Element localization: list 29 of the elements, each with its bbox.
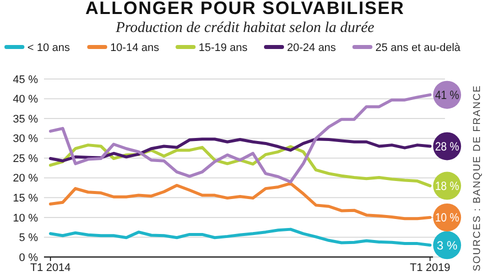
legend-label: < 10 ans bbox=[27, 42, 70, 54]
line-series bbox=[48, 93, 432, 184]
y-tick-label: 40 % bbox=[12, 94, 38, 106]
y-tick-label: 20 % bbox=[12, 172, 38, 185]
legend-label: 10-14 ans bbox=[110, 42, 160, 54]
y-tick-label: 45 % bbox=[12, 74, 38, 86]
legend-label: 25 ans et au-delà bbox=[375, 42, 462, 54]
y-tick-label: 35 % bbox=[12, 113, 38, 126]
line-series bbox=[48, 182, 432, 220]
data-label: 10 % bbox=[435, 210, 462, 225]
y-tick-label: 15 % bbox=[12, 192, 38, 205]
chart-subtitle: Production de crédit habitat selon la durée bbox=[114, 20, 375, 36]
y-tick-label: 30 % bbox=[12, 133, 38, 146]
line-series bbox=[48, 228, 432, 247]
legend-label: 15-19 ans bbox=[198, 42, 248, 54]
line-series bbox=[48, 138, 432, 162]
data-label: 3 % bbox=[436, 238, 458, 252]
x-tick-label: T1 2014 bbox=[30, 262, 71, 274]
data-label: 18 % bbox=[435, 179, 462, 193]
data-label: 41 % bbox=[435, 88, 462, 102]
x-tick-label: T1 2019 bbox=[410, 262, 450, 274]
y-tick-label: 5 % bbox=[19, 232, 38, 244]
y-tick-label: 10 % bbox=[12, 212, 38, 224]
y-tick-label: 0 % bbox=[19, 252, 38, 264]
source-note: SOURCES : BANQUE DE FRANCE bbox=[472, 84, 483, 272]
legend-label: 20-24 ans bbox=[287, 42, 336, 54]
chart-title: ALLONGER POUR SOLVABILISER bbox=[85, 0, 405, 18]
y-tick-label: 25 % bbox=[12, 152, 38, 165]
data-label: 28 % bbox=[435, 139, 462, 154]
